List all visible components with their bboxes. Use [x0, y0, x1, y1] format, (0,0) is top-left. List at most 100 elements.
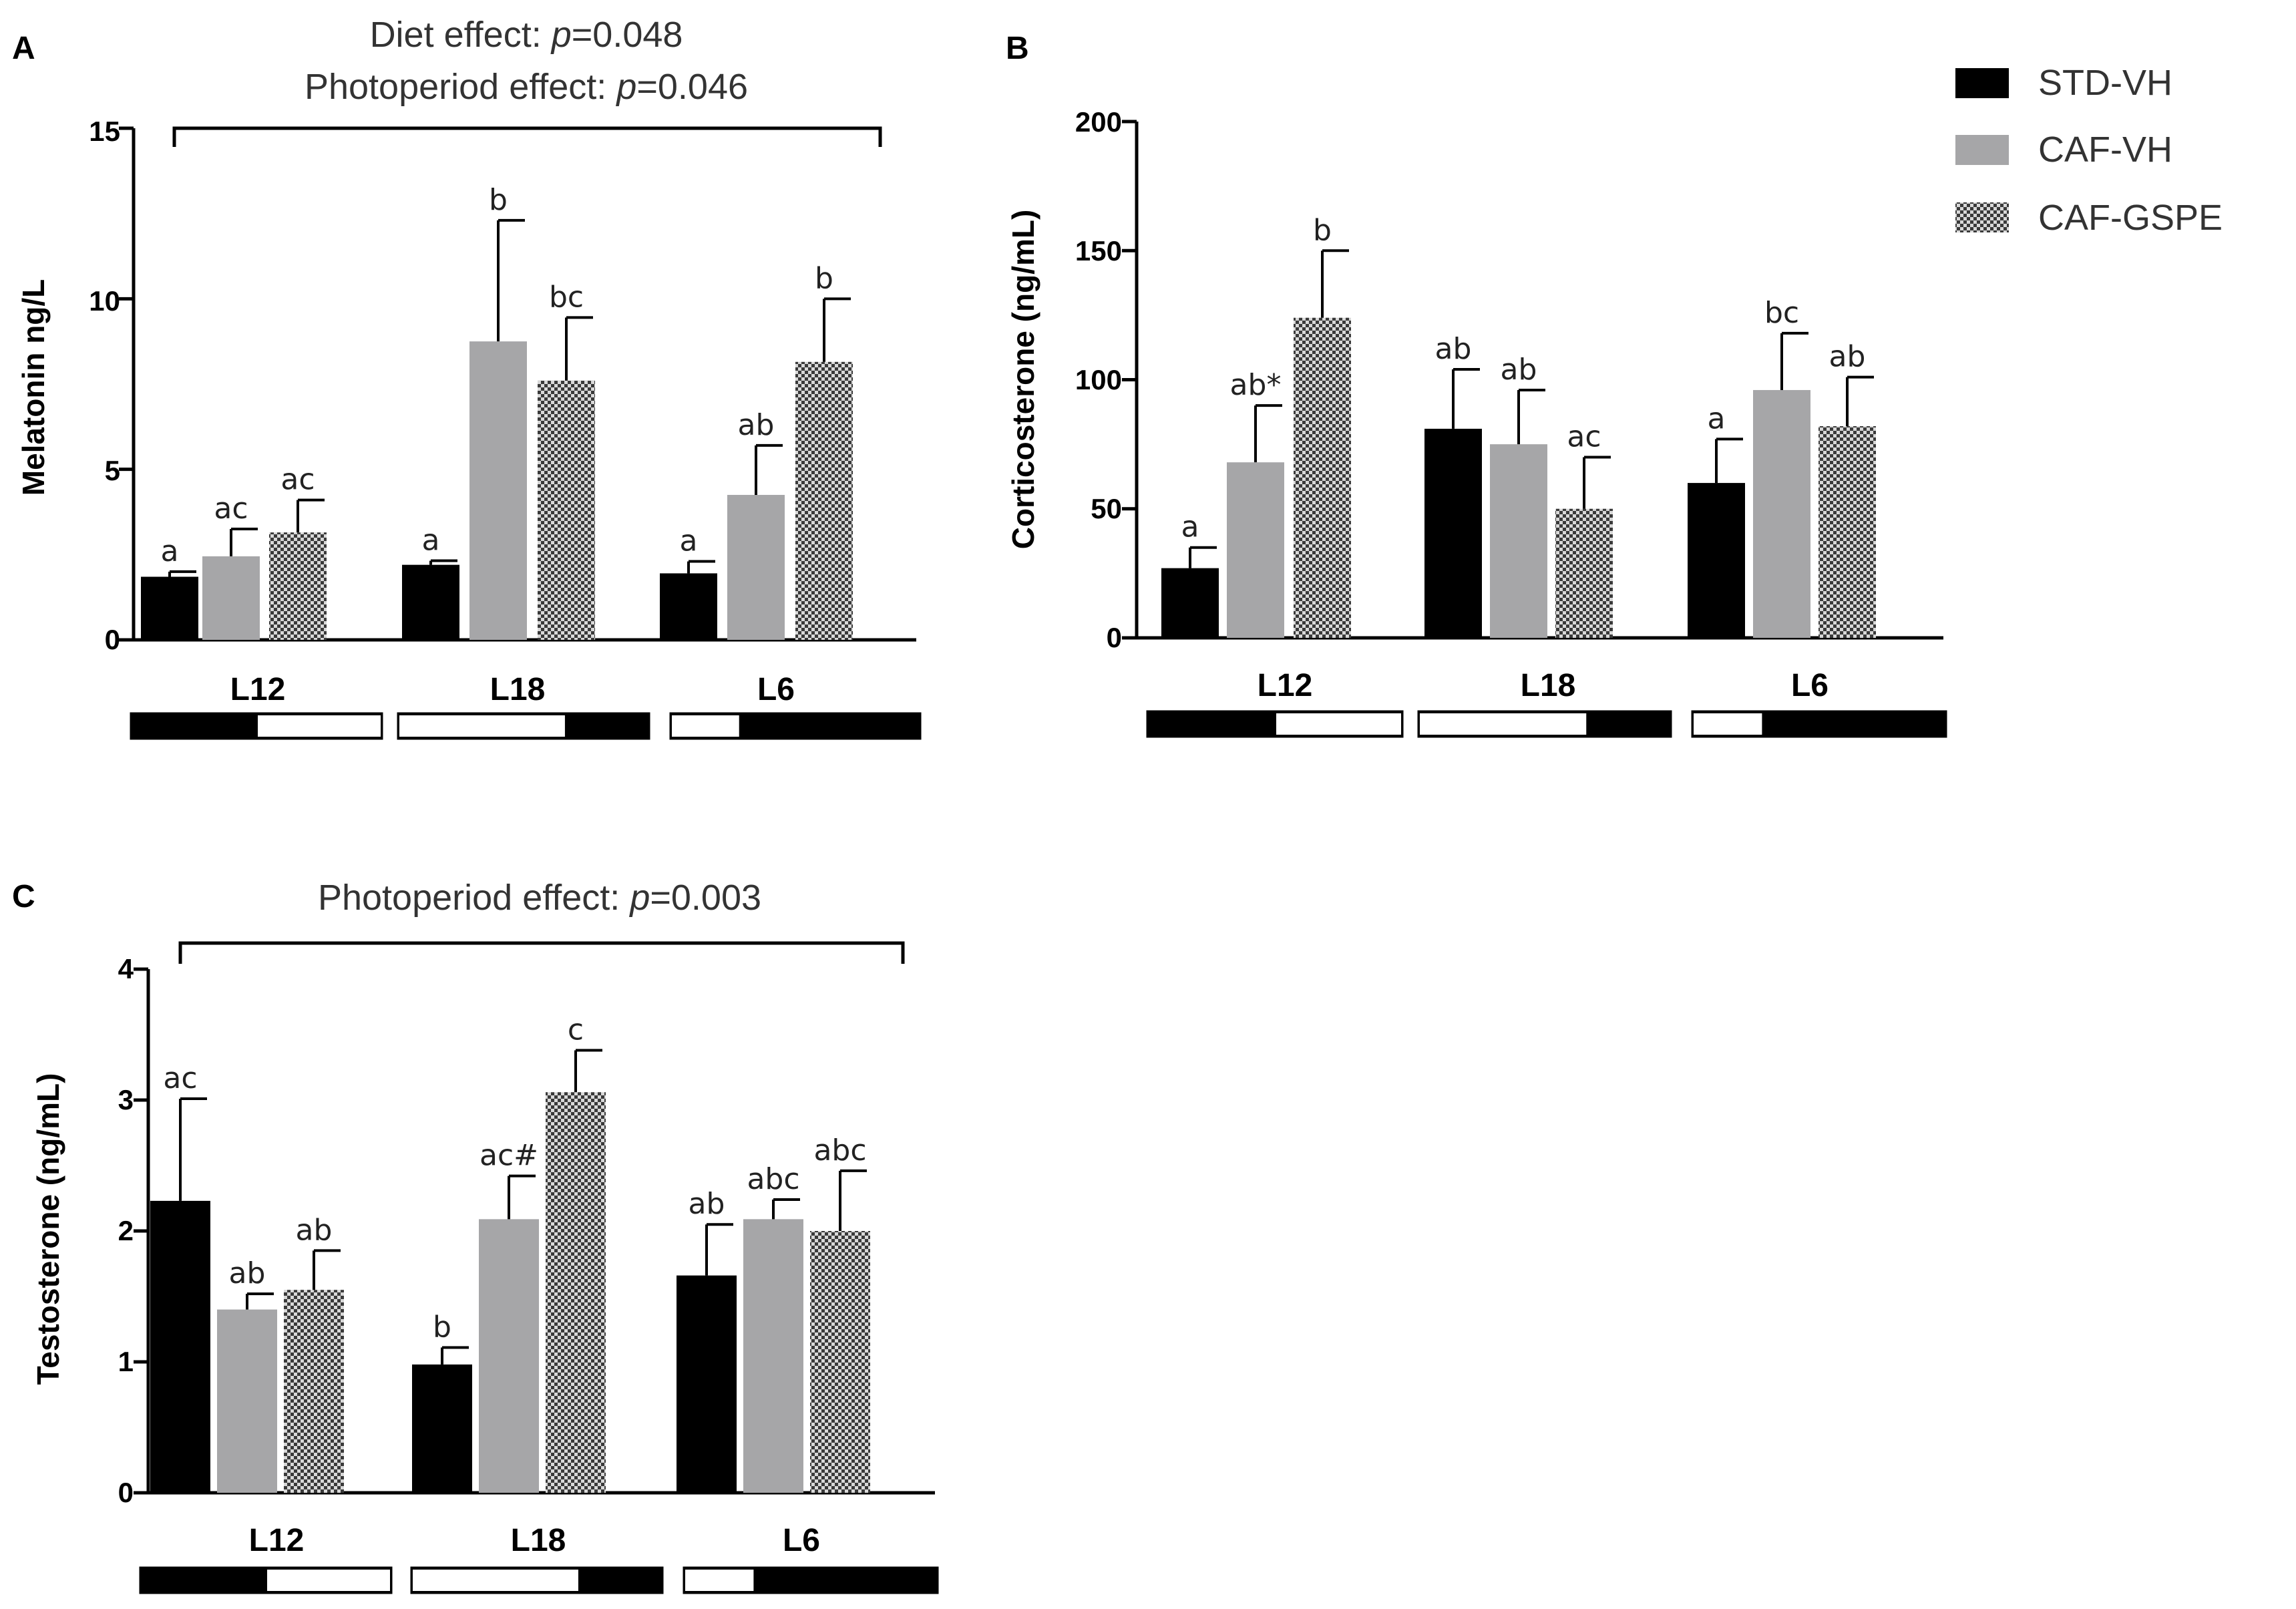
panel-a-photoperiod-l6-light — [672, 715, 739, 737]
panel-c-caf-vh-l6-bar — [743, 1219, 803, 1493]
panel-a-cat-l6: L6 — [757, 672, 795, 707]
panel-c-photoperiod-l12-light — [267, 1570, 390, 1591]
panel-b-caf-gspe-l6-bar — [1819, 426, 1876, 638]
panel-b-ytick-0: 0 — [1107, 622, 1122, 653]
panel-b-std-vh-l18-letter: ab — [1435, 332, 1472, 366]
panel-a-photoperiod-l18-light — [399, 715, 565, 737]
panel-c-caf-gspe-l6-letter: abc — [813, 1133, 866, 1168]
panel-c-photoperiod-l18-light — [413, 1570, 578, 1591]
panel-c-cat-l18: L18 — [511, 1523, 566, 1558]
panel-c-std-vh-l18-letter: b — [433, 1310, 451, 1344]
panel-a-y-label: Melatonin ng/L — [16, 279, 51, 496]
panel-c-caf-gspe-l12-bar — [284, 1290, 344, 1493]
panel-a-caf-vh-l12-letter: ac — [214, 492, 248, 526]
panel-b-cat-l6: L6 — [1791, 668, 1829, 703]
panel-c-category-labels: L12 L18 L6 — [249, 1523, 820, 1558]
panel-a-std-vh-l12-bar — [141, 576, 198, 640]
panel-c-std-vh-l6-letter: ab — [689, 1187, 725, 1221]
panel-a-std-vh-l18-letter: a — [422, 524, 440, 558]
panel-b-caf-vh-l12-letter: ab* — [1230, 368, 1282, 402]
legend-label-caf-vh: CAF-VH — [2038, 130, 2172, 170]
panel-a-title-line-1: Diet effect: p=0.048 — [370, 15, 683, 55]
panel-a: A Diet effect: p=0.048 Photoperiod effec… — [12, 15, 922, 740]
panel-c-ytick-1: 1 — [118, 1346, 134, 1377]
panel-b-std-vh-l6-bar — [1688, 483, 1745, 638]
panel-a-std-vh-l6-bar — [660, 573, 717, 640]
panel-b-caf-vh-l12-bar — [1227, 462, 1284, 638]
legend-swatch-caf-gspe — [1955, 202, 2009, 232]
panel-c: C Photoperiod effect: p=0.003 Testostero… — [12, 878, 939, 1594]
panel-a-ytick-10: 10 — [89, 285, 120, 317]
panel-b-photoperiod-l6-light — [1694, 713, 1762, 735]
panel-c-std-vh-l6-bar — [677, 1275, 737, 1493]
panel-a-plot-area: a a a ac b ab ac bc b — [119, 126, 922, 740]
panel-b-caf-gspe-l12-letter: b — [1313, 213, 1332, 247]
panel-c-caf-vh-l18-letter: ac# — [480, 1139, 538, 1173]
panel-b-cat-l18: L18 — [1521, 668, 1576, 703]
panel-b-photoperiod-l18-light — [1420, 713, 1587, 735]
panel-b-cat-l12: L12 — [1258, 668, 1313, 703]
panel-b-std-vh-l18-bar — [1424, 428, 1482, 638]
panel-c-caf-vh-l12-bar — [217, 1309, 277, 1493]
panel-b-caf-vh-l18-letter: ab — [1501, 353, 1537, 387]
panel-b-ytick-100: 100 — [1075, 364, 1122, 395]
panel-b-caf-gspe-l12-bar — [1294, 317, 1351, 638]
panel-b: B Corticosterone (ng/mL) 0 50 100 150 20… — [1006, 31, 1947, 738]
panel-c-y-ticks: 0 1 2 3 4 — [118, 953, 134, 1508]
panel-a-photoperiod-l12-light — [258, 715, 381, 737]
panel-a-caf-vh-l18-letter: b — [489, 183, 508, 217]
panel-c-cat-l12: L12 — [249, 1523, 305, 1558]
panel-a-caf-gspe-l12-bar — [269, 532, 327, 640]
panel-a-caf-gspe-l18-bar — [538, 380, 595, 640]
panel-a-caf-vh-l18-bar — [469, 341, 527, 640]
legend-label-std-vh: STD-VH — [2038, 63, 2172, 103]
panel-c-title-line-1: Photoperiod effect: p=0.003 — [318, 878, 761, 918]
panel-a-std-vh-l18-bar — [402, 564, 459, 640]
panel-a-caf-gspe-l18-letter: bc — [549, 280, 584, 314]
panel-a-title-line-2: Photoperiod effect: p=0.046 — [305, 67, 748, 107]
panel-c-caf-vh-l6-letter: abc — [747, 1162, 799, 1196]
legend: STD-VH CAF-VH CAF-GSPE — [1955, 63, 2223, 238]
panel-a-ytick-15: 15 — [89, 116, 120, 147]
panel-a-ytick-0: 0 — [105, 624, 120, 655]
panel-b-category-labels: L12 L18 L6 — [1258, 668, 1829, 703]
panel-b-std-vh-l12-bar — [1161, 568, 1219, 638]
legend-swatch-caf-vh — [1955, 135, 2009, 165]
panel-c-caf-gspe-l18-bar — [546, 1092, 606, 1493]
panel-a-std-vh-l6-letter: a — [680, 524, 698, 558]
panel-letter-a: A — [12, 31, 35, 66]
panel-a-cat-l12: L12 — [230, 672, 286, 707]
panel-b-std-vh-l12-letter: a — [1181, 510, 1199, 544]
panel-c-significance-bracket — [178, 941, 905, 964]
panel-b-caf-gspe-l18-letter: ac — [1567, 419, 1601, 454]
panel-a-caf-gspe-l6-letter: b — [815, 261, 833, 295]
legend-swatch-std-vh — [1955, 68, 2009, 98]
panel-a-caf-gspe-l12-letter: ac — [280, 463, 315, 497]
panel-b-caf-gspe-l18-bar — [1555, 508, 1613, 638]
panel-b-y-ticks: 0 50 100 150 200 — [1075, 106, 1122, 653]
panel-a-category-labels: L12 L18 L6 — [230, 672, 795, 707]
panel-c-y-label: Testosterone (ng/mL) — [31, 1073, 65, 1385]
panel-a-std-vh-l12-letter: a — [161, 534, 179, 568]
panel-c-caf-gspe-l12-letter: ab — [296, 1213, 333, 1247]
panel-b-y-label: Corticosterone (ng/mL) — [1006, 210, 1040, 550]
legend-label-caf-gspe: CAF-GSPE — [2038, 198, 2223, 238]
panel-b-caf-vh-l18-bar — [1490, 444, 1547, 638]
panel-c-caf-gspe-l18-letter: c — [568, 1013, 584, 1047]
panel-c-photoperiod-l6-light — [685, 1570, 754, 1591]
panel-c-cat-l6: L6 — [783, 1523, 820, 1558]
panel-c-ytick-3: 3 — [118, 1084, 134, 1115]
panel-c-caf-vh-l12-letter: ab — [229, 1256, 266, 1290]
panel-c-std-vh-l12-bar — [150, 1200, 210, 1493]
panel-b-caf-gspe-l6-letter: ab — [1829, 340, 1866, 374]
panel-b-ytick-50: 50 — [1091, 493, 1122, 524]
panel-c-caf-vh-l18-bar — [479, 1219, 539, 1493]
panel-a-caf-gspe-l6-bar — [795, 361, 853, 640]
panel-a-significance-bracket — [172, 126, 882, 147]
panel-c-std-vh-l12-letter: ac — [163, 1061, 197, 1095]
panel-b-ytick-150: 150 — [1075, 235, 1122, 266]
panel-c-ytick-4: 4 — [118, 953, 134, 985]
